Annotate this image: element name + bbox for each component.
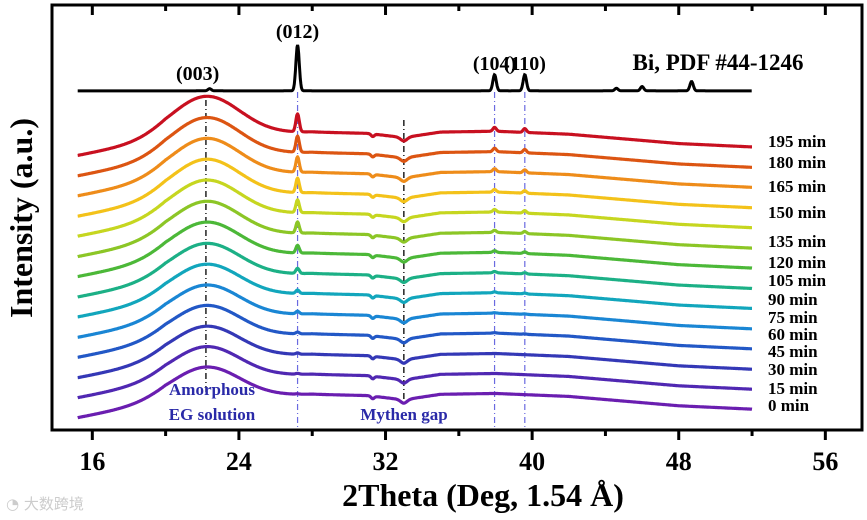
series-line [76,262,753,319]
series-label: 180 min [768,153,827,172]
series-label: 165 min [768,177,827,196]
annotation-amorphous: Amorphous [169,380,255,399]
series-line [76,324,753,380]
peak-label: (110) [504,53,546,75]
series-label: 195 min [768,132,827,151]
series-line [76,283,753,339]
x-tick-label: 48 [666,447,692,476]
series-line [76,303,753,359]
series-label: 75 min [768,308,818,327]
x-tick-label: 56 [812,447,838,476]
x-axis-label: 2Theta (Deg, 1.54 Å) [342,477,624,513]
series-label: 90 min [768,290,818,309]
peak-label: (012) [276,21,319,43]
x-tick-label: 32 [373,447,399,476]
series-label: 15 min [768,379,818,398]
watermark: ◔ 大数跨境 [6,495,84,513]
plot-frame [50,3,864,432]
series-line [76,220,753,279]
series-label: 0 min [768,396,810,415]
series-line [76,94,753,157]
reference-pattern [77,44,752,93]
annotation-mythen-gap: Mythen gap [360,405,447,424]
series-label: 120 min [768,253,827,272]
peak-label: (104) [473,53,516,75]
series-label: 60 min [768,325,818,344]
series-label: 135 min [768,232,827,251]
series-line [76,136,753,198]
series-label: 150 min [768,203,827,222]
series-line [76,365,753,420]
x-tick-label: 24 [226,447,252,476]
series-line [76,241,753,299]
peak-label: (003) [176,63,219,85]
series-line [76,115,753,178]
series-line [76,157,753,218]
series-line [76,199,753,259]
series-line [76,345,753,400]
reference-label: Bi, PDF #44-1246 [633,50,804,75]
annotation-eg-solution: EG solution [169,405,256,424]
series-label: 45 min [768,342,818,361]
x-tick-label: 40 [519,447,545,476]
x-tick-label: 16 [79,447,105,476]
series-label: 30 min [768,360,818,379]
series-label: 105 min [768,271,827,290]
y-axis-label: Intensity (a.u.) [3,118,39,318]
series-line [76,178,753,238]
